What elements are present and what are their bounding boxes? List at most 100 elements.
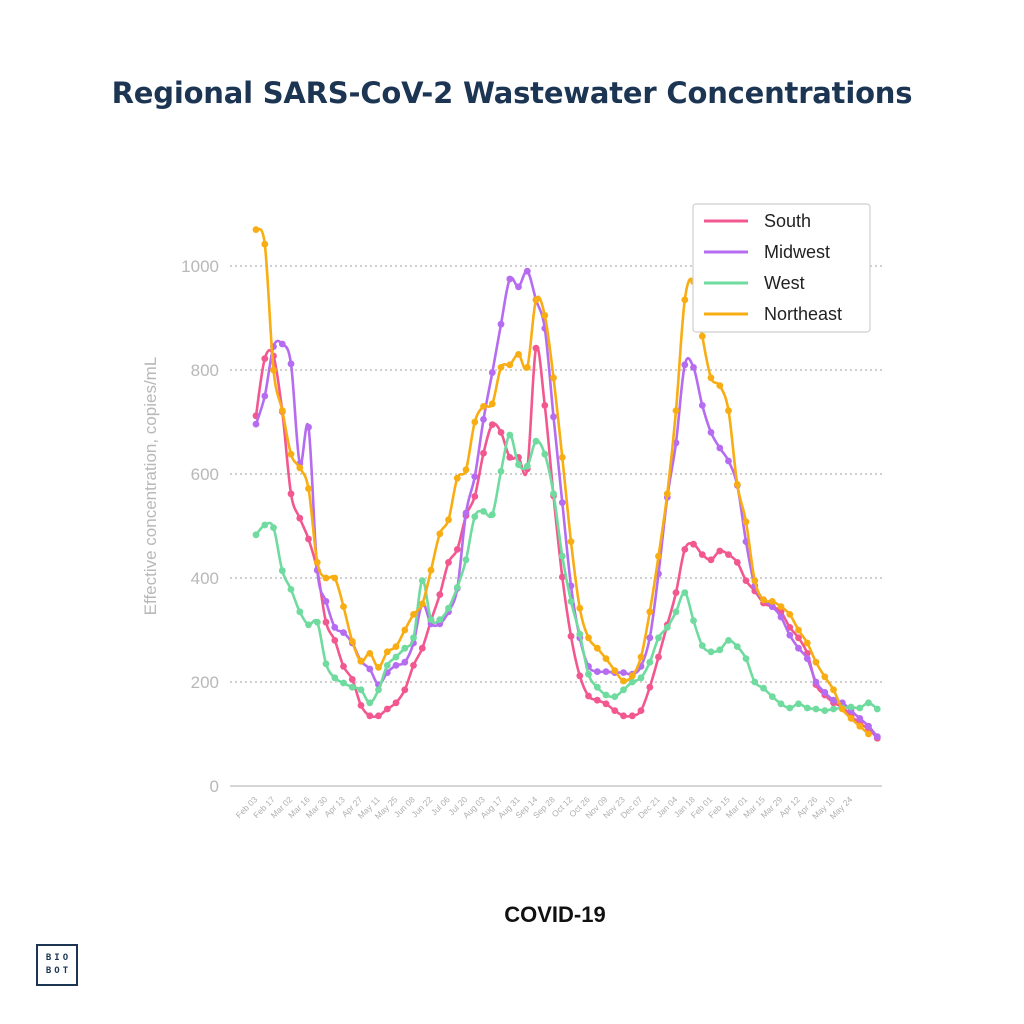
data-point-west	[690, 617, 697, 624]
data-point-south	[375, 712, 382, 720]
data-point-northeast	[716, 382, 724, 389]
data-point-northeast	[786, 611, 794, 618]
data-point-midwest	[550, 413, 557, 421]
data-point-midwest	[366, 665, 374, 673]
data-point-west	[847, 703, 855, 711]
data-point-midwest	[340, 629, 347, 636]
data-point-west	[445, 604, 452, 612]
data-point-midwest	[698, 402, 706, 409]
data-point-northeast	[331, 574, 339, 582]
data-point-midwest	[593, 668, 601, 675]
data-point-northeast	[838, 705, 846, 713]
data-point-west	[261, 521, 269, 529]
data-point-northeast	[261, 240, 269, 248]
data-point-northeast	[278, 407, 286, 414]
data-point-south	[532, 344, 540, 352]
data-point-west	[655, 634, 662, 642]
page-title: Regional SARS-CoV-2 Wastewater Concentra…	[111, 76, 913, 110]
data-point-midwest	[515, 283, 522, 291]
data-point-midwest	[602, 668, 610, 675]
data-point-midwest	[690, 364, 697, 371]
data-point-south	[471, 493, 479, 500]
data-point-midwest	[287, 360, 295, 368]
data-point-northeast	[366, 650, 374, 657]
data-point-northeast	[305, 485, 312, 492]
data-point-northeast	[803, 639, 811, 647]
data-point-northeast	[760, 596, 767, 604]
y-tick-label: 0	[210, 777, 219, 796]
legend-label-west: West	[764, 273, 805, 293]
data-point-south	[305, 535, 312, 543]
data-point-northeast	[550, 374, 557, 382]
data-point-south	[558, 573, 566, 581]
data-point-west	[366, 699, 374, 707]
data-point-west	[410, 634, 417, 642]
data-point-south	[357, 702, 365, 709]
data-point-south	[602, 700, 610, 708]
data-point-northeast	[672, 407, 680, 414]
data-point-south	[506, 454, 514, 461]
series-northeast	[252, 226, 872, 738]
data-point-northeast	[637, 653, 645, 661]
data-point-west	[856, 704, 864, 712]
data-point-midwest	[873, 733, 881, 740]
data-point-northeast	[471, 418, 479, 426]
data-point-northeast	[611, 667, 619, 674]
data-point-west	[427, 616, 435, 623]
data-point-west	[305, 621, 312, 629]
data-point-northeast	[506, 361, 514, 369]
data-point-northeast	[567, 538, 575, 545]
data-point-south	[261, 355, 269, 362]
data-point-west	[873, 705, 881, 713]
data-point-west	[278, 567, 286, 575]
data-point-south	[410, 662, 417, 669]
data-point-west	[296, 608, 304, 616]
data-point-south	[445, 559, 452, 566]
data-point-northeast	[795, 626, 802, 634]
data-point-west	[401, 644, 409, 652]
data-point-south	[655, 653, 662, 661]
data-point-northeast	[436, 530, 444, 538]
data-point-west	[331, 674, 339, 682]
data-point-northeast	[663, 490, 671, 498]
y-tick-label: 800	[191, 361, 219, 380]
data-point-midwest	[830, 696, 837, 704]
data-point-west	[812, 705, 820, 713]
data-point-west	[313, 618, 321, 626]
data-point-south	[576, 672, 584, 680]
y-tick-label: 400	[191, 569, 219, 588]
data-point-south	[646, 683, 654, 691]
data-point-west	[751, 678, 759, 686]
data-point-northeast	[375, 664, 382, 671]
legend-box	[692, 203, 871, 333]
data-point-west	[357, 686, 365, 694]
data-point-south	[672, 589, 680, 596]
data-point-midwest	[786, 631, 794, 639]
data-point-south	[480, 449, 487, 457]
data-point-west	[541, 450, 549, 458]
data-point-northeast	[646, 608, 654, 616]
y-tick-label: 200	[191, 673, 219, 692]
series-west	[252, 431, 881, 714]
data-point-midwest	[803, 655, 811, 662]
legend-item-south: South	[704, 211, 811, 231]
data-point-west	[558, 552, 566, 560]
data-point-northeast	[655, 552, 662, 560]
data-point-midwest	[856, 715, 864, 722]
data-point-south	[287, 490, 295, 498]
data-point-midwest	[716, 444, 724, 452]
data-point-west	[611, 693, 619, 700]
data-point-west	[865, 699, 872, 707]
data-point-west	[593, 683, 601, 691]
data-point-south	[628, 712, 636, 720]
data-point-midwest	[305, 423, 312, 431]
data-point-west	[392, 653, 400, 661]
data-point-south	[541, 402, 549, 409]
data-point-south	[742, 577, 750, 584]
legend-item-midwest: Midwest	[704, 242, 830, 262]
data-point-northeast	[532, 296, 540, 304]
data-point-west	[803, 704, 811, 712]
legend-label-midwest: Midwest	[764, 242, 830, 262]
